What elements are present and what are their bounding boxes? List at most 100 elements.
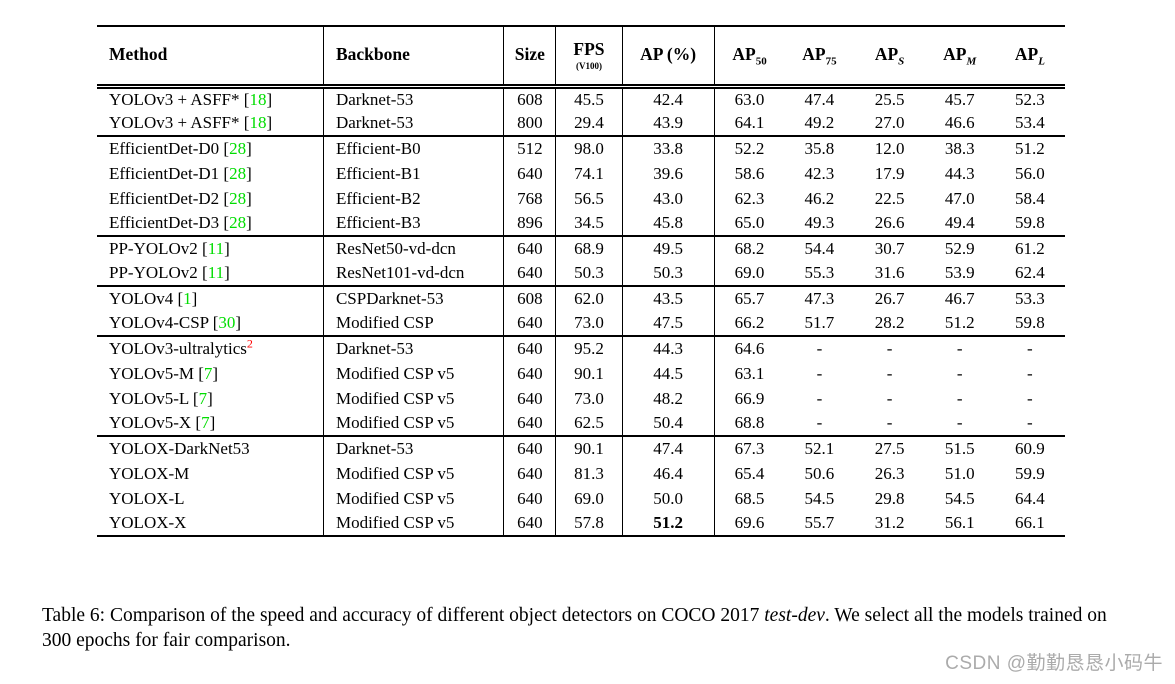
citation-link[interactable]: 11	[207, 263, 225, 283]
aps-cell: 17.9	[874, 163, 905, 183]
citation-link[interactable]: 30	[218, 313, 236, 333]
ap-cell: 50.4	[622, 411, 715, 436]
ap75-cell: -	[816, 388, 823, 408]
citation-link[interactable]: 28	[229, 188, 247, 208]
footnote-link[interactable]: 2	[246, 336, 253, 351]
fps-cell: 69.0	[555, 486, 623, 511]
fps-cell: 73.0	[555, 311, 623, 336]
size-cell: 640	[503, 236, 557, 261]
backbone-cell: Modified CSP v5	[323, 511, 505, 536]
apm-cell: 51.5	[944, 439, 975, 459]
method-cell: YOLOX-X	[97, 511, 324, 536]
table-row: YOLOv5-X [7] Modified CSP v5 640 62.5 50.4 68…	[97, 411, 1065, 436]
backbone-cell: Efficient-B1	[323, 161, 505, 186]
ap50-cell: 69.6	[734, 513, 765, 533]
table-group: YOLOv3-ultralytics2 Darknet-53 640 95.2 44.3…	[97, 336, 1065, 436]
size-cell: 640	[503, 161, 557, 186]
size-cell: 640	[503, 361, 557, 386]
fps-cell: 74.1	[555, 161, 623, 186]
ap75-cell: 55.7	[804, 513, 835, 533]
table-row: EfficientDet-D0 [28] Efficient-B0 512 98.0 3…	[97, 136, 1065, 161]
column-header-ap: AP (%)	[622, 26, 715, 86]
apm-cell: 49.4	[944, 213, 975, 233]
method-name: YOLOv4-CSP	[109, 313, 209, 333]
aps-cell: 26.6	[874, 213, 905, 233]
fps-cell: 50.3	[555, 261, 623, 286]
column-header-fps: FPS (V100)	[555, 26, 623, 86]
ap50-cell: 63.1	[734, 363, 765, 383]
table-row: YOLOX-X Modified CSP v5 640 57.8 51.2 69.6 55.…	[97, 511, 1065, 536]
ap75-cell: 54.5	[804, 488, 835, 508]
backbone-cell: Modified CSP v5	[323, 411, 505, 436]
backbone-cell: Modified CSP v5	[323, 486, 505, 511]
backbone-cell: Modified CSP v5	[323, 386, 505, 411]
column-header-backbone: Backbone	[323, 26, 505, 86]
fps-cell: 57.8	[555, 511, 623, 536]
method-cell: YOLOv5-X [7]	[97, 411, 324, 436]
table-row: YOLOv3-ultralytics2 Darknet-53 640 95.2 44.3…	[97, 336, 1065, 361]
detector-comparison-table: Method Backbone Size FPS (V100) AP (%) AP50 AP7…	[97, 25, 1065, 537]
apm-cell: 53.9	[944, 263, 975, 283]
citation-link[interactable]: 28	[229, 163, 247, 183]
ap50-cell: 66.9	[734, 388, 765, 408]
apl-cell: 59.9	[1015, 463, 1045, 483]
method-cell: YOLOv3 + ASFF* [18]	[97, 111, 324, 136]
size-cell: 640	[503, 411, 557, 436]
method-name: YOLOX-L	[109, 488, 185, 508]
apl-cell: 66.1	[1015, 513, 1045, 533]
citation-link[interactable]: 28	[229, 139, 247, 159]
fps-cell: 81.3	[555, 461, 623, 486]
fps-cell: 95.2	[555, 336, 623, 361]
ap50-cell: 68.2	[734, 239, 765, 259]
ap-cell: 43.5	[622, 286, 715, 311]
citation-link[interactable]: 1	[183, 289, 192, 309]
apl-cell: -	[1027, 363, 1033, 383]
apm-cell: -	[956, 363, 963, 383]
ap75-cell: -	[816, 363, 823, 383]
backbone-cell: Efficient-B0	[323, 136, 505, 161]
apm-cell: -	[956, 413, 963, 433]
backbone-cell: Modified CSP v5	[323, 461, 505, 486]
apl-cell: 59.8	[1015, 213, 1045, 233]
method-cell: EfficientDet-D0 [28]	[97, 136, 324, 161]
apm-cell: 46.7	[944, 289, 975, 309]
citation-link[interactable]: 7	[198, 388, 208, 408]
method-name: YOLOX-X	[109, 513, 187, 533]
method-name: YOLOv3 + ASFF*	[109, 113, 240, 133]
ap75-cell: 51.7	[804, 313, 835, 333]
backbone-cell: Modified CSP	[323, 311, 505, 336]
backbone-cell: Efficient-B3	[323, 211, 505, 236]
ap-cell: 50.3	[622, 261, 715, 286]
method-cell: YOLOX-M	[97, 461, 324, 486]
table-group: PP-YOLOv2 [11] ResNet50-vd-dcn 640 68.9 49.5…	[97, 236, 1065, 286]
ap50-cell: 66.2	[734, 313, 765, 333]
aps-cell: -	[886, 388, 893, 408]
citation-link[interactable]: 7	[203, 363, 213, 383]
citation-link[interactable]: 11	[207, 239, 225, 259]
ap75-cell: 49.2	[804, 113, 835, 133]
citation-link[interactable]: 28	[229, 213, 247, 233]
method-name: YOLOv4	[109, 289, 174, 309]
citation-link[interactable]: 18	[249, 90, 267, 110]
method-name: YOLOv5-X	[109, 413, 192, 433]
method-cell: YOLOv3 + ASFF* [18]	[97, 86, 324, 111]
ap50-cell: 58.6	[734, 163, 765, 183]
method-name: PP-YOLOv2	[109, 263, 198, 283]
table-row: EfficientDet-D3 [28] Efficient-B3 896 34.5 4…	[97, 211, 1065, 236]
size-cell: 608	[503, 286, 557, 311]
apl-cell: -	[1027, 413, 1033, 433]
table-row: YOLOv5-L [7] Modified CSP v5 640 73.0 48.2 66…	[97, 386, 1065, 411]
method-name: EfficientDet-D3	[109, 213, 220, 233]
citation-link[interactable]: 18	[249, 113, 267, 133]
method-name: YOLOX-DarkNet53	[109, 439, 250, 459]
ap-cell: 42.4	[622, 86, 715, 111]
aps-cell: 30.7	[874, 239, 905, 259]
table-row: YOLOX-M Modified CSP v5 640 81.3 46.4 65.4 50.…	[97, 461, 1065, 486]
table-row: YOLOv3 + ASFF* [18] Darknet-53 800 29.4 43.9…	[97, 111, 1065, 136]
apm-cell: 46.6	[944, 113, 975, 133]
apl-cell: 52.3	[1015, 90, 1045, 110]
backbone-cell: Modified CSP v5	[323, 361, 505, 386]
aps-cell: 29.8	[874, 488, 905, 508]
citation-link[interactable]: 7	[201, 413, 210, 433]
table-row: YOLOv5-M [7] Modified CSP v5 640 90.1 44.5 63…	[97, 361, 1065, 386]
